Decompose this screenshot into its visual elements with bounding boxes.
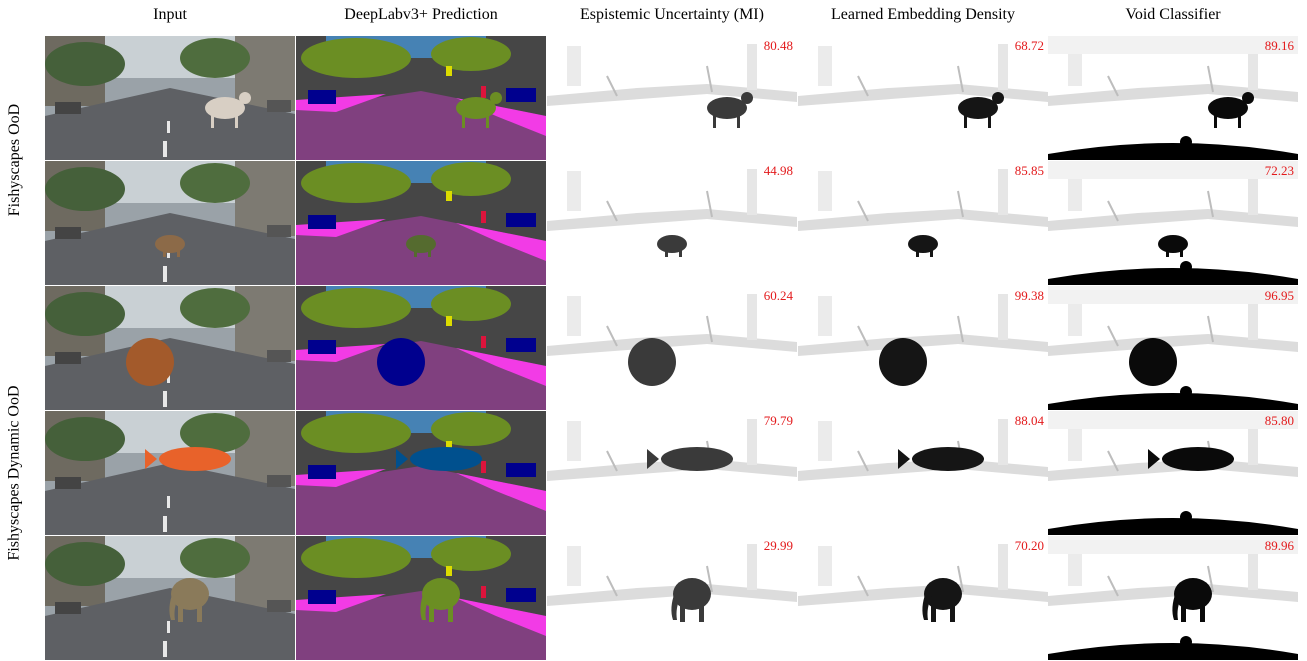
input-image bbox=[45, 536, 295, 660]
input-image-graphic bbox=[45, 286, 295, 410]
row-group-fishyscapes-dynamic-ood: Fishyscapes Dynamic OoD bbox=[0, 286, 30, 660]
column-header-epistemic: Espistemic Uncertainty (MI) bbox=[580, 6, 764, 23]
ap-score-label: 85.80 bbox=[1264, 413, 1294, 428]
embedding-density-map-graphic bbox=[798, 286, 1048, 410]
embedding-density-map-graphic bbox=[798, 161, 1048, 285]
prediction-image bbox=[296, 536, 546, 660]
row-group-label: Fishyscapes Dynamic OoD bbox=[6, 385, 23, 561]
embedding-density-map: 88.04 bbox=[798, 411, 1048, 535]
input-image-graphic bbox=[45, 161, 295, 285]
void-classifier-map: 96.95 bbox=[1048, 286, 1298, 410]
epistemic-uncertainty-map: 60.24 bbox=[547, 286, 797, 410]
input-image-graphic bbox=[45, 411, 295, 535]
ap-score-label: 44.98 bbox=[763, 163, 793, 178]
ap-score-label: 89.96 bbox=[1264, 538, 1294, 553]
embedding-density-map: 70.20 bbox=[798, 536, 1048, 660]
epistemic-uncertainty-map-graphic bbox=[547, 286, 797, 410]
input-image bbox=[45, 161, 295, 285]
prediction-image-graphic bbox=[296, 36, 546, 160]
void-classifier-map: 89.96 bbox=[1048, 536, 1298, 660]
input-image-graphic bbox=[45, 536, 295, 660]
embedding-density-map: 85.85 bbox=[798, 161, 1048, 285]
epistemic-uncertainty-map: 44.98 bbox=[547, 161, 797, 285]
ap-score-label: 88.04 bbox=[1014, 413, 1044, 428]
void-classifier-map-graphic bbox=[1048, 536, 1298, 660]
row-group-fishyscapes-ood: Fishyscapes OoD bbox=[0, 36, 30, 284]
prediction-image bbox=[296, 411, 546, 535]
embedding-density-map-graphic bbox=[798, 536, 1048, 660]
prediction-image-graphic bbox=[296, 161, 546, 285]
embedding-density-map-graphic bbox=[798, 411, 1048, 535]
prediction-image-graphic bbox=[296, 536, 546, 660]
void-classifier-map: 89.16 bbox=[1048, 36, 1298, 160]
input-image bbox=[45, 411, 295, 535]
ap-score-label: 72.23 bbox=[1264, 163, 1294, 178]
row-group-label: Fishyscapes OoD bbox=[6, 103, 23, 217]
ap-score-label: 79.79 bbox=[763, 413, 793, 428]
epistemic-uncertainty-map: 29.99 bbox=[547, 536, 797, 660]
epistemic-uncertainty-map-graphic bbox=[547, 411, 797, 535]
ap-score-label: 99.38 bbox=[1014, 288, 1044, 303]
epistemic-uncertainty-map: 80.48 bbox=[547, 36, 797, 160]
epistemic-uncertainty-map-graphic bbox=[547, 36, 797, 160]
ap-score-label: 60.24 bbox=[763, 288, 793, 303]
column-header-prediction: DeepLabv3+ Prediction bbox=[344, 6, 498, 23]
ap-score-label: 68.72 bbox=[1014, 38, 1044, 53]
void-classifier-map-graphic bbox=[1048, 411, 1298, 535]
prediction-image-graphic bbox=[296, 286, 546, 410]
epistemic-uncertainty-map: 79.79 bbox=[547, 411, 797, 535]
embedding-density-map: 99.38 bbox=[798, 286, 1048, 410]
column-header-void: Void Classifier bbox=[1125, 6, 1221, 23]
ap-score-label: 96.95 bbox=[1264, 288, 1294, 303]
embedding-density-map: 68.72 bbox=[798, 36, 1048, 160]
prediction-image bbox=[296, 161, 546, 285]
column-header-input: Input bbox=[153, 6, 187, 23]
ap-score-label: 70.20 bbox=[1014, 538, 1044, 553]
prediction-image bbox=[296, 36, 546, 160]
ap-score-label: 80.48 bbox=[763, 38, 793, 53]
column-header-density: Learned Embedding Density bbox=[831, 6, 1015, 23]
input-image bbox=[45, 36, 295, 160]
epistemic-uncertainty-map-graphic bbox=[547, 536, 797, 660]
void-classifier-map: 85.80 bbox=[1048, 411, 1298, 535]
void-classifier-map: 72.23 bbox=[1048, 161, 1298, 285]
ap-score-label: 85.85 bbox=[1014, 163, 1044, 178]
input-image bbox=[45, 286, 295, 410]
epistemic-uncertainty-map-graphic bbox=[547, 161, 797, 285]
embedding-density-map-graphic bbox=[798, 36, 1048, 160]
void-classifier-map-graphic bbox=[1048, 161, 1298, 285]
void-classifier-map-graphic bbox=[1048, 286, 1298, 410]
ap-score-label: 29.99 bbox=[763, 538, 793, 553]
prediction-image bbox=[296, 286, 546, 410]
prediction-image-graphic bbox=[296, 411, 546, 535]
void-classifier-map-graphic bbox=[1048, 36, 1298, 160]
ap-score-label: 89.16 bbox=[1264, 38, 1294, 53]
input-image-graphic bbox=[45, 36, 295, 160]
